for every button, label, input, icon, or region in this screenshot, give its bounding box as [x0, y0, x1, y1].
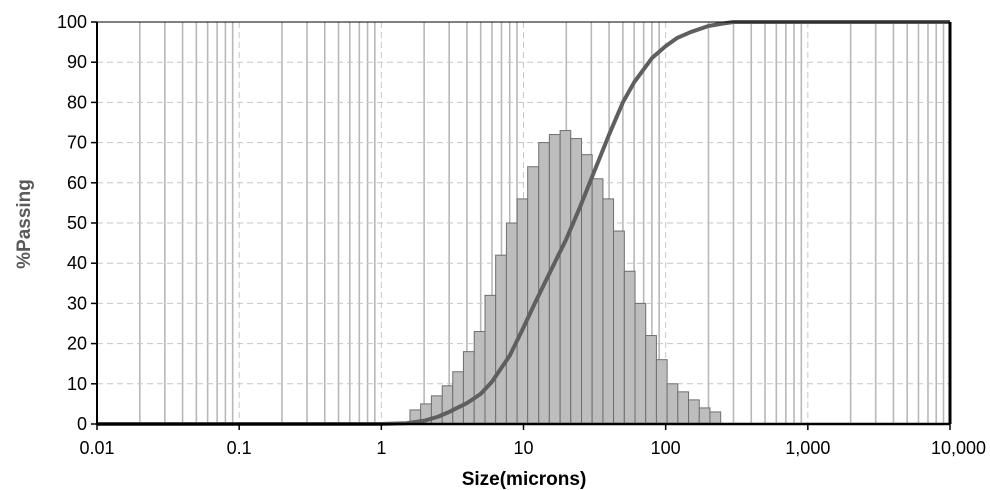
plot-axes — [91, 21, 952, 430]
histogram-bar — [677, 391, 690, 425]
histogram-bar — [698, 407, 711, 425]
histogram-bar — [645, 335, 657, 425]
y-tick-label: 90 — [67, 52, 87, 72]
y-tick-label: 30 — [67, 293, 87, 313]
cumulative-passing-line — [97, 20, 950, 426]
histogram-bar — [516, 198, 529, 425]
x-tick-label: 1 — [376, 438, 386, 458]
histogram-bar — [473, 331, 486, 425]
y-tick-label: 10 — [67, 374, 87, 394]
histogram-bar — [709, 411, 722, 425]
histogram-bar — [634, 302, 647, 425]
histogram-bar — [591, 178, 604, 425]
histogram-bar — [452, 371, 464, 425]
y-tick-label: 40 — [67, 253, 87, 273]
histogram-bar — [441, 385, 454, 425]
y-axis-title: %Passing — [14, 179, 35, 269]
x-tick-label: 1,000 — [785, 438, 830, 458]
x-tick-label: 100 — [651, 438, 681, 458]
histogram-bar — [666, 383, 679, 425]
y-tick-label: 80 — [67, 92, 87, 112]
histogram-bars — [409, 130, 722, 425]
x-axis-tick-labels: 0.01 0.1 1 10 100 1,000 10,000 — [79, 438, 986, 458]
y-tick-label: 0 — [77, 414, 87, 434]
histogram-bar — [505, 222, 518, 425]
x-axis-title: Size(microns) — [462, 469, 587, 490]
x-tick-label: 0.1 — [227, 438, 252, 458]
y-tick-label: 20 — [67, 334, 87, 354]
histogram-bar — [688, 399, 700, 425]
histogram-bar — [602, 198, 615, 425]
x-tick-label: 0.01 — [79, 438, 114, 458]
histogram-bar — [613, 230, 625, 425]
histogram-bar — [559, 130, 572, 425]
y-tick-label: 100 — [57, 12, 87, 32]
histogram-bar — [462, 351, 475, 425]
histogram-bar — [623, 270, 636, 425]
y-axis-tick-labels: 0 10 20 30 40 50 60 70 80 90 100 — [57, 12, 87, 434]
y-tick-label: 50 — [67, 213, 87, 233]
y-tick-label: 70 — [67, 133, 87, 153]
x-tick-label: 10 — [513, 438, 533, 458]
histogram-bar — [548, 134, 561, 425]
histogram-bar — [570, 138, 583, 425]
x-tick-label: 10,000 — [931, 438, 986, 458]
histogram-bar — [495, 254, 507, 425]
histogram-bar — [655, 359, 668, 425]
histogram-bar — [484, 294, 497, 425]
y-tick-label: 60 — [67, 173, 87, 193]
